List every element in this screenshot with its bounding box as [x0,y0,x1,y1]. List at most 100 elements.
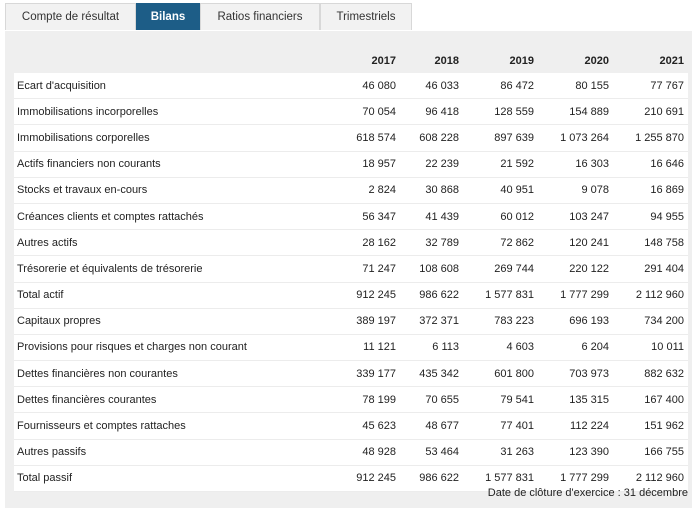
cell-value: 783 223 [494,315,534,328]
row-label: Fournisseurs et comptes rattaches [17,420,186,433]
table-row: Créances clients et comptes rattachés 56 … [14,203,688,230]
cell-value: 897 639 [494,131,534,144]
cell-value: 53 464 [425,446,459,459]
cell-value: 1 777 299 [560,472,609,485]
tab[interactable]: Compte de résultat [5,3,136,30]
cell-value: 167 400 [644,393,684,406]
table-row: Autres passifs 48 928 53 464 31 263 123 390 1… [14,439,688,466]
table-row: Dettes financières courantes 78 199 70 655… [14,386,688,413]
tab[interactable]: Trimestriels [320,3,412,30]
cell-value: 220 122 [569,262,609,275]
cell-value: 912 245 [356,289,396,302]
table-row: Immobilisations incorporelles 70 054 96 41… [14,98,688,125]
cell-value: 80 155 [575,79,609,92]
table-row: Capitaux propres 389 197 372 371 783 223 696… [14,308,688,335]
table-row: Trésorerie et équivalents de trésorerie 7… [14,255,688,282]
balance-table: 2017 2018 2019 2020 2021 Ecart d'acquisition… [14,48,688,492]
row-label: Immobilisations incorporelles [17,105,159,118]
cell-value: 70 655 [425,393,459,406]
cell-value: 372 371 [419,315,459,328]
cell-value: 94 955 [650,210,684,223]
cell-value: 1 073 264 [560,131,609,144]
cell-value: 108 608 [419,262,459,275]
cell-value: 11 121 [363,341,396,354]
table-row: Dettes financières non courantes 339 177 4… [14,360,688,387]
cell-value: 339 177 [356,367,396,380]
footer-note: Date de clôture d'exercice : 31 décembre [487,487,688,499]
column-header [14,48,334,73]
cell-value: 56 347 [362,210,396,223]
cell-value: 601 800 [494,367,534,380]
cell-value: 32 789 [425,236,459,249]
cell-value: 48 677 [425,420,459,433]
row-label: Total passif [17,472,73,485]
row-label: Provisions pour risques et charges non c… [17,341,247,354]
cell-value: 46 033 [425,79,459,92]
row-label: Autres passifs [17,446,87,459]
table-row: Fournisseurs et comptes rattaches 45 623 4… [14,412,688,440]
table-body: Ecart d'acquisition 46 080 46 033 86 472 80 … [14,73,688,492]
cell-value: 112 224 [570,420,609,433]
cell-value: 291 404 [644,262,684,275]
cell-value: 389 197 [356,315,396,328]
row-label: Dettes financières non courantes [17,367,178,380]
cell-value: 79 541 [500,393,534,406]
cell-value: 703 973 [569,367,609,380]
row-label: Créances clients et comptes rattachés [17,210,204,223]
cell-value: 9 078 [581,184,609,197]
cell-value: 31 263 [500,446,534,459]
cell-value: 22 239 [425,158,459,171]
cell-value: 986 622 [419,472,459,485]
cell-value: 48 928 [362,446,396,459]
row-label: Immobilisations corporelles [17,131,150,144]
cell-value: 120 241 [569,236,609,249]
table-row: Provisions pour risques et charges non c… [14,334,688,361]
tab[interactable]: Ratios financiers [200,3,320,30]
table-row: Total passif 912 245 986 622 1 577 831 1 777… [14,465,688,492]
cell-value: 16 303 [575,158,609,171]
cell-value: 41 439 [425,210,459,223]
row-label: Ecart d'acquisition [17,79,106,92]
row-label: Trésorerie et équivalents de trésorerie [17,262,203,275]
cell-value: 435 342 [419,367,459,380]
table-row: Ecart d'acquisition 46 080 46 033 86 472 80 … [14,73,688,99]
cell-value: 154 889 [569,105,609,118]
panel: 2017 2018 2019 2020 2021 Ecart d'acquisition… [5,31,692,508]
cell-value: 86 472 [500,79,534,92]
cell-value: 2 112 960 [635,289,684,302]
cell-value: 4 603 [506,341,534,354]
row-label: Autres actifs [17,236,78,249]
cell-value: 2 824 [368,184,396,197]
cell-value: 151 962 [644,420,684,433]
header-row: 2017 2018 2019 2020 2021 [14,48,688,73]
cell-value: 618 574 [356,131,396,144]
column-header: 2017 [371,54,396,67]
column-header: 2018 [434,54,459,67]
row-label: Capitaux propres [17,315,101,328]
cell-value: 10 011 [651,341,684,354]
cell-value: 45 623 [362,420,396,433]
cell-value: 210 691 [644,105,684,118]
cell-value: 46 080 [362,79,396,92]
tab-bar: Compte de résultat Bilans Ratios financier… [5,3,412,31]
cell-value: 40 951 [500,184,534,197]
cell-value: 103 247 [569,210,609,223]
tab[interactable]: Bilans [136,3,200,30]
cell-value: 2 112 960 [635,472,684,485]
cell-value: 166 755 [644,446,684,459]
column-header: 2021 [659,54,684,67]
cell-value: 269 744 [494,262,534,275]
cell-value: 148 758 [644,236,684,249]
cell-value: 72 862 [500,236,534,249]
cell-value: 28 162 [362,236,396,249]
cell-value: 734 200 [644,315,684,328]
row-label: Dettes financières courantes [17,393,157,406]
table-row: Autres actifs 28 162 32 789 72 862 120 241 14… [14,229,688,256]
cell-value: 882 632 [644,367,684,380]
cell-value: 1 577 831 [485,289,534,302]
cell-value: 1 255 870 [635,131,684,144]
cell-value: 16 869 [650,184,684,197]
cell-value: 77 401 [500,420,534,433]
cell-value: 986 622 [419,289,459,302]
